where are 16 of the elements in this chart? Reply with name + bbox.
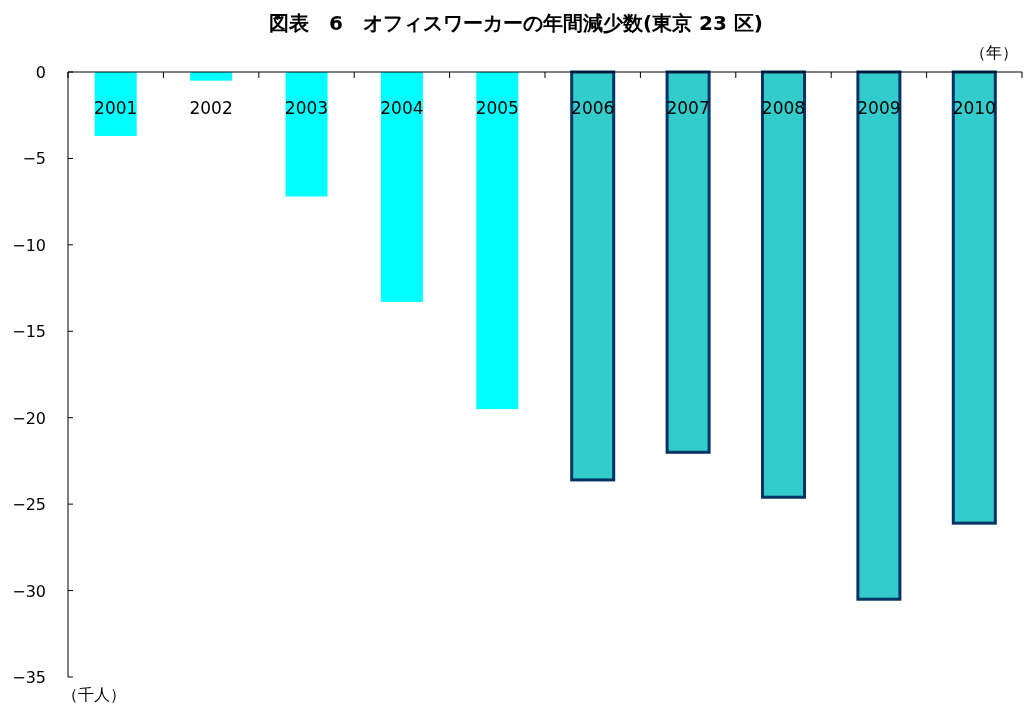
- y-tick-label: −30: [12, 581, 46, 601]
- y-tick-label: −15: [12, 322, 46, 342]
- x-tick-label: 2001: [94, 98, 138, 118]
- x-tick-label: 2004: [380, 98, 424, 118]
- x-axis-title: （年）: [970, 43, 1018, 62]
- x-tick-label: 2003: [284, 98, 329, 118]
- y-tick-label: −10: [12, 235, 46, 255]
- x-tick-label: 2002: [189, 98, 233, 118]
- y-tick-label: −25: [12, 495, 46, 515]
- y-tick-label: −5: [22, 149, 46, 169]
- y-tick-label: −20: [12, 408, 46, 428]
- x-tick-label: 2005: [475, 98, 519, 118]
- text: （千人）: [62, 685, 126, 704]
- y-tick-label: 0: [35, 63, 46, 82]
- y-tick-label: −35: [12, 668, 46, 687]
- chart-title: 図表 6 オフィスワーカーの年間減少数(東京 23 区): [269, 11, 763, 35]
